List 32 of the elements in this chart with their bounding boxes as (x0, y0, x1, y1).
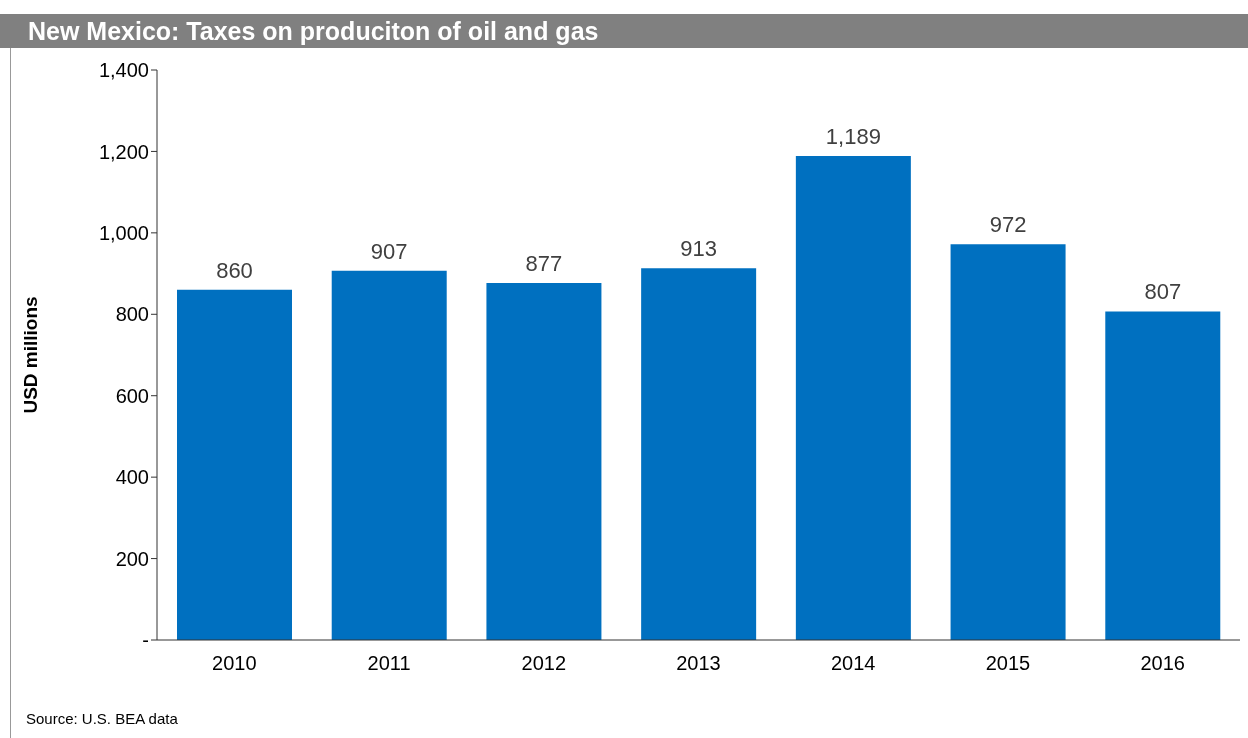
bar (641, 268, 757, 640)
data-label: 972 (989, 212, 1027, 238)
y-tick-label: - (142, 629, 149, 652)
bar (950, 244, 1066, 640)
y-tick-label: 1,000 (98, 221, 149, 244)
source-note: Source: U.S. BEA data (26, 710, 178, 727)
bar (177, 289, 292, 640)
x-tick-label: 2015 (985, 652, 1031, 675)
y-tick-label: 800 (115, 303, 149, 326)
bar (486, 282, 602, 640)
x-tick-label: 2013 (676, 652, 721, 675)
y-tick-label: 1,200 (98, 140, 149, 163)
data-label: 860 (216, 257, 253, 283)
x-tick-label: 2010 (212, 652, 257, 675)
x-tick-label: 2012 (521, 652, 567, 675)
y-tick-label: 600 (115, 384, 149, 407)
bar (795, 155, 911, 640)
x-tick-label: 2014 (830, 652, 876, 675)
x-tick-label: 2016 (1140, 652, 1185, 675)
y-tick-label: 1,400 (98, 59, 149, 82)
bar (331, 270, 447, 640)
chart-title: New Mexico: Taxes on produciton of oil and gas (0, 14, 1248, 48)
bar (1105, 311, 1221, 640)
data-label: 907 (370, 238, 408, 264)
y-tick-label: 400 (115, 466, 149, 489)
data-label: 807 (1144, 279, 1182, 305)
data-label: 1,189 (825, 123, 881, 149)
y-axis-title: USD millions (19, 296, 41, 414)
data-label: 877 (525, 250, 563, 276)
y-tick-label: 200 (115, 547, 149, 570)
x-tick-label: 2011 (367, 652, 411, 675)
data-label: 913 (680, 236, 717, 262)
